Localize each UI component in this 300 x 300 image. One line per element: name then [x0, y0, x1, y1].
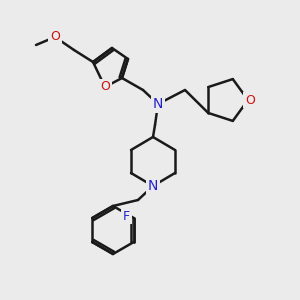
Text: F: F [123, 209, 130, 223]
Text: O: O [245, 94, 255, 106]
Text: N: N [153, 97, 163, 111]
Text: O: O [100, 80, 110, 94]
Text: N: N [148, 179, 158, 193]
Text: O: O [50, 31, 60, 44]
